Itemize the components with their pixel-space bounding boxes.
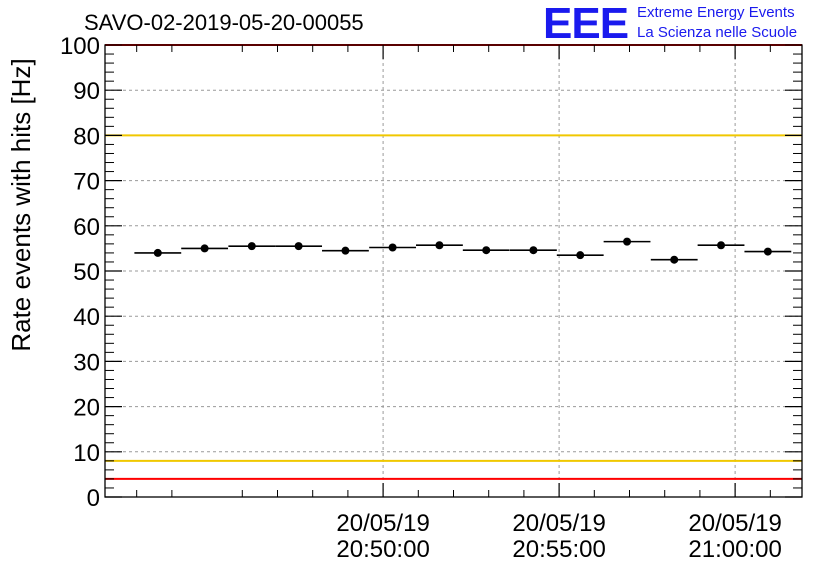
x-tick-label-time: 20:55:00 <box>512 536 605 563</box>
axis-ticks: 010203040506070809010020/05/1920:50:0020… <box>60 33 802 563</box>
data-point <box>247 242 256 251</box>
data-point <box>576 251 585 260</box>
data-point <box>153 248 162 257</box>
y-tick-label: 50 <box>73 259 100 286</box>
x-tick-label-time: 21:00:00 <box>688 536 781 563</box>
reference-lines <box>105 44 802 480</box>
y-tick-label: 100 <box>60 33 100 60</box>
data-point <box>623 237 632 246</box>
data-series <box>134 237 792 264</box>
data-point <box>763 247 772 256</box>
y-tick-label: 60 <box>73 214 100 241</box>
x-tick-label-time: 20:50:00 <box>336 536 429 563</box>
chart-title: SAVO-02-2019-05-20-00055 <box>84 10 364 35</box>
x-tick-label-date: 20/05/19 <box>688 510 781 537</box>
data-point <box>670 255 679 264</box>
logo-subtitle-line2: La Scienza nelle Scuole <box>637 24 798 41</box>
x-tick-label-date: 20/05/19 <box>336 510 429 537</box>
y-tick-label: 40 <box>73 304 100 331</box>
data-point <box>294 242 303 251</box>
y-tick-label: 10 <box>73 440 100 467</box>
y-tick-label: 30 <box>73 349 100 376</box>
data-point <box>529 246 538 255</box>
data-point <box>341 246 350 255</box>
y-tick-label: 0 <box>87 485 100 512</box>
grid <box>105 45 802 497</box>
data-point <box>388 243 397 252</box>
logo-subtitle-line1: Extreme Energy Events <box>637 4 795 21</box>
y-tick-label: 80 <box>73 123 100 150</box>
data-point <box>435 241 444 250</box>
eee-logo: EEE <box>543 0 629 48</box>
x-tick-label-date: 20/05/19 <box>512 510 605 537</box>
y-tick-label: 20 <box>73 395 100 422</box>
y-tick-label: 70 <box>73 169 100 196</box>
y-tick-label: 90 <box>73 78 100 105</box>
y-axis-label: Rate events with hits [Hz] <box>6 58 36 351</box>
data-point <box>717 241 726 250</box>
data-point <box>482 246 491 255</box>
data-point <box>200 244 209 253</box>
